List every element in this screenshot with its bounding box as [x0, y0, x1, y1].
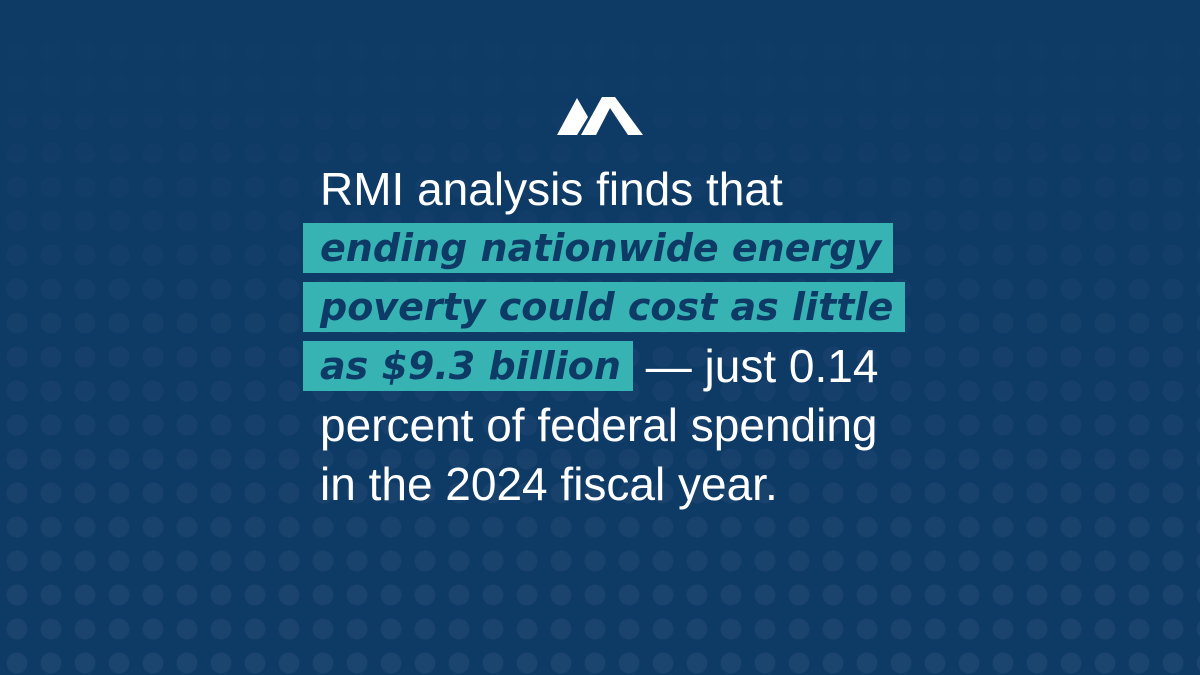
statement-line-4-text: — just 0.14: [632, 340, 879, 392]
highlight-line-3: poverty could cost as little: [303, 282, 906, 332]
statement-line-1-text: RMI analysis finds that: [320, 163, 783, 215]
statement-line-2: ending nationwide energy: [303, 219, 920, 278]
statement-line-5: percent of federal spending: [320, 396, 920, 455]
statement-line-4: as $9.3 billion — just 0.14: [303, 337, 920, 396]
highlight-line-2: ending nationwide energy: [303, 223, 894, 273]
statement-line-1: RMI analysis finds that: [320, 160, 920, 219]
statement-line-3: poverty could cost as little: [303, 278, 920, 337]
statement-line-5-text: percent of federal spending: [320, 399, 878, 451]
statement-line-6-text: in the 2024 fiscal year.: [320, 458, 778, 510]
statement-text: RMI analysis finds that ending nationwid…: [303, 160, 920, 514]
statement-line-6: in the 2024 fiscal year.: [320, 455, 920, 514]
rmi-logo-icon: [557, 97, 643, 135]
highlight-line-4: as $9.3 billion: [303, 341, 633, 391]
